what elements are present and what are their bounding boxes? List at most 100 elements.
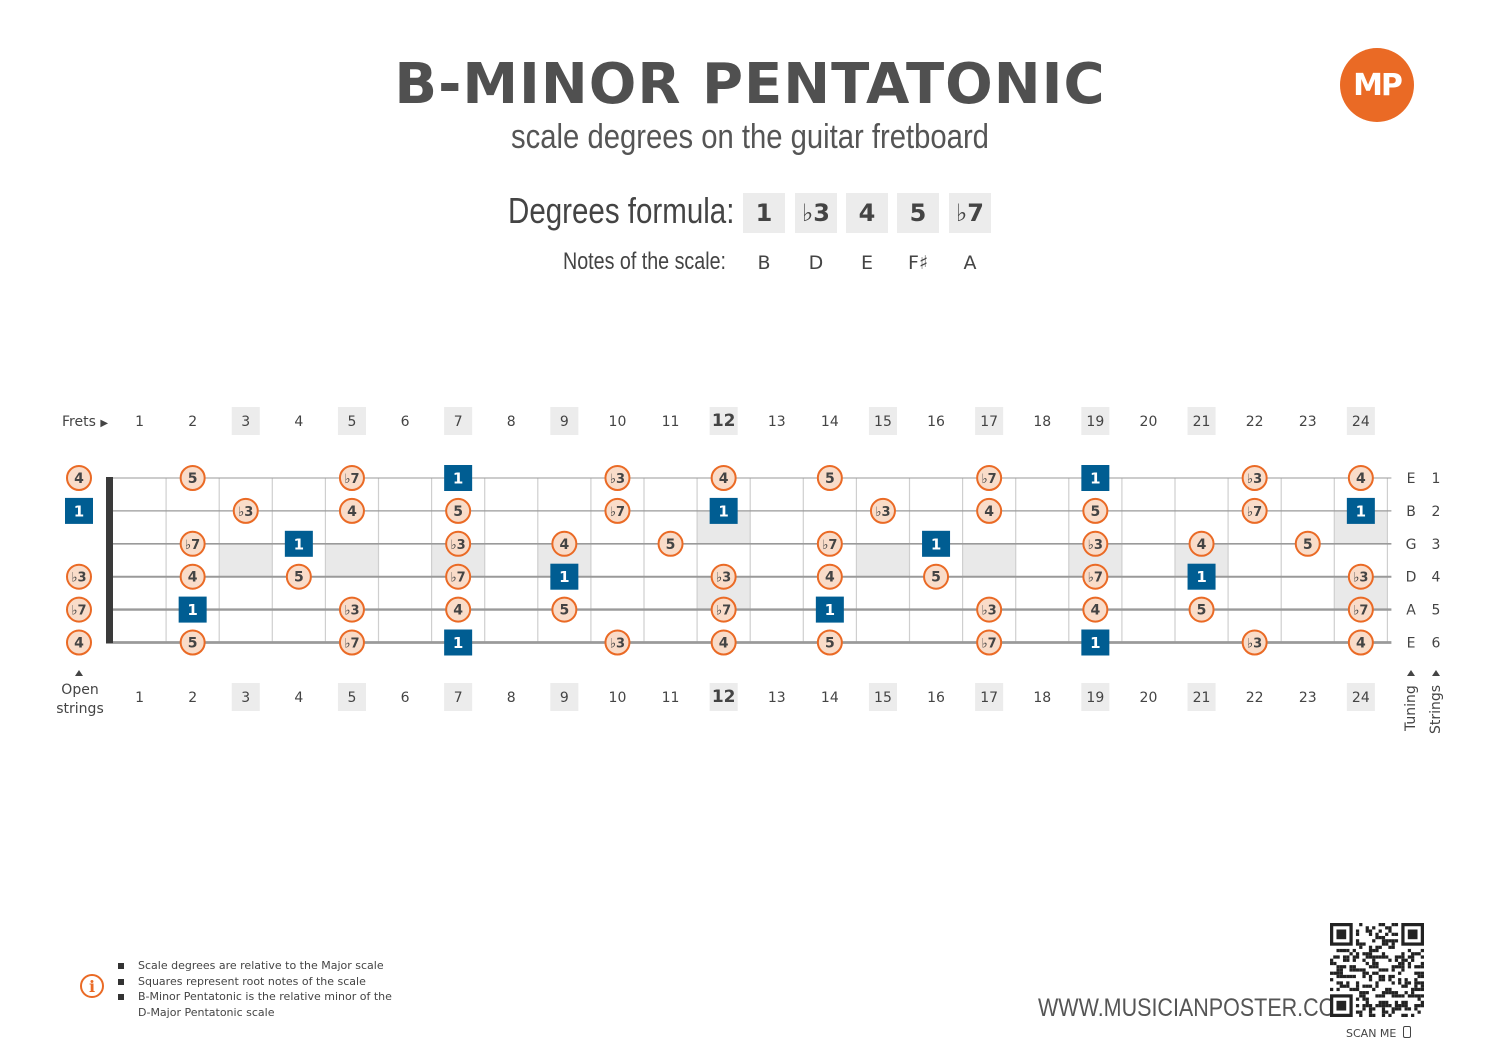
fret-number-highlight — [337, 683, 366, 711]
qr-module — [1401, 1013, 1405, 1017]
qr-module — [1404, 1004, 1408, 1008]
qr-module — [1420, 971, 1424, 975]
qr-module — [1362, 958, 1366, 962]
fret-number-highlight — [337, 407, 366, 435]
open-strings-label-line1: Open — [61, 682, 99, 698]
qr-module — [1355, 987, 1360, 992]
qr-module — [1420, 974, 1424, 979]
scale-note-marker — [1347, 596, 1374, 623]
qr-module — [1414, 965, 1418, 969]
qr-module — [1336, 974, 1340, 979]
qr-module — [1336, 929, 1347, 940]
qr-module — [1381, 1013, 1386, 1017]
frets-label-text: Frets — [62, 414, 96, 430]
qr-module — [1365, 926, 1369, 930]
fret-number-bottom: 5 — [347, 690, 356, 706]
qr-module — [1339, 971, 1343, 975]
qr-module — [1417, 971, 1421, 975]
root-note-label: 1 — [453, 634, 463, 652]
qr-module — [1352, 987, 1356, 992]
qr-module — [1372, 958, 1376, 962]
qr-module — [1339, 968, 1343, 972]
qr-module — [1346, 955, 1350, 959]
qr-module — [1401, 984, 1405, 988]
qr-module — [1372, 971, 1376, 975]
qr-module — [1381, 1000, 1386, 1005]
qr-module — [1342, 974, 1347, 979]
root-note-marker — [1081, 465, 1110, 491]
scale-note-label: 4 — [453, 603, 463, 619]
qr-module — [1385, 932, 1389, 936]
qr-module — [1388, 991, 1392, 995]
fret-number-top: 5 — [347, 414, 356, 430]
fret-number-bottom: 15 — [874, 690, 892, 706]
qr-module — [1330, 958, 1334, 962]
scale-note-label: ♭7 — [982, 472, 997, 487]
qr-module — [1401, 965, 1405, 969]
fret-number-highlight — [709, 683, 738, 711]
root-note-marker — [1081, 629, 1110, 656]
scale-note-marker — [976, 596, 1003, 623]
qr-module — [1417, 981, 1421, 985]
scale-note-marker — [710, 629, 737, 656]
formula-degree: 4 — [846, 193, 888, 233]
fret-number-bottom: 21 — [1193, 690, 1211, 706]
qr-module — [1365, 961, 1369, 966]
qr-module — [1411, 1013, 1415, 1017]
scale-note-label: ♭3 — [610, 472, 625, 487]
qr-code[interactable] — [1330, 923, 1424, 1017]
scale-note-marker — [816, 530, 843, 557]
qr-module — [1355, 1010, 1360, 1014]
scale-note-marker — [338, 497, 365, 524]
open-strings-label-line2: strings — [56, 701, 104, 717]
qr-module — [1407, 929, 1418, 940]
fret-number-highlight — [1187, 407, 1216, 435]
qr-module — [1375, 948, 1379, 953]
qr-module — [1372, 948, 1376, 953]
qr-module — [1349, 987, 1353, 992]
fret-number-highlight — [975, 683, 1004, 711]
scale-note-marker — [657, 530, 684, 557]
qr-module — [1394, 939, 1399, 943]
qr-module — [1368, 945, 1373, 949]
scale-note-label: ♭7 — [1088, 571, 1103, 586]
scale-note-label: ♭3 — [610, 637, 625, 652]
scale-note-marker — [976, 497, 1003, 524]
qr-module — [1381, 974, 1386, 979]
qr-module — [1362, 952, 1366, 956]
scale-note-label: ♭3 — [875, 505, 890, 520]
fret-number-highlight — [231, 683, 260, 711]
qr-module — [1417, 974, 1421, 979]
scale-note-label: ♭7 — [716, 604, 731, 619]
qr-module — [1355, 952, 1360, 956]
scale-note-label: ♭3 — [238, 505, 253, 520]
fret-number-bottom: 18 — [1033, 690, 1051, 706]
fret-number-bottom: 4 — [294, 690, 303, 706]
fret-number-top: 7 — [454, 414, 463, 430]
website-link[interactable]: WWW.MUSICIANPOSTER.COM — [1038, 994, 1354, 1022]
qr-module — [1375, 984, 1379, 988]
qr-module — [1355, 929, 1360, 933]
qr-module — [1339, 984, 1343, 988]
fret-number-top: 19 — [1086, 414, 1104, 430]
qr-module — [1342, 958, 1347, 962]
qr-module — [1362, 984, 1366, 988]
qr-module — [1365, 955, 1369, 959]
qr-module — [1417, 1004, 1421, 1008]
scale-note-marker — [66, 563, 92, 590]
qr-module — [1417, 987, 1421, 992]
play-arrow-icon: ▶ — [100, 418, 109, 429]
scale-note: E — [860, 252, 873, 274]
fret-number-top: 17 — [980, 414, 998, 430]
qr-module — [1355, 955, 1360, 959]
qr-module — [1368, 1004, 1373, 1008]
qr-module — [1375, 945, 1379, 949]
scan-me-text: SCAN ME — [1346, 1027, 1397, 1040]
tuning-note: A — [1406, 603, 1416, 619]
fret-number-bottom: 9 — [560, 690, 569, 706]
qr-module — [1378, 994, 1382, 998]
fret-number-bottom: 7 — [454, 690, 463, 706]
scale-note-label: 5 — [1303, 537, 1313, 553]
string-number: 5 — [1432, 603, 1441, 619]
fret-number-highlight — [444, 407, 473, 435]
